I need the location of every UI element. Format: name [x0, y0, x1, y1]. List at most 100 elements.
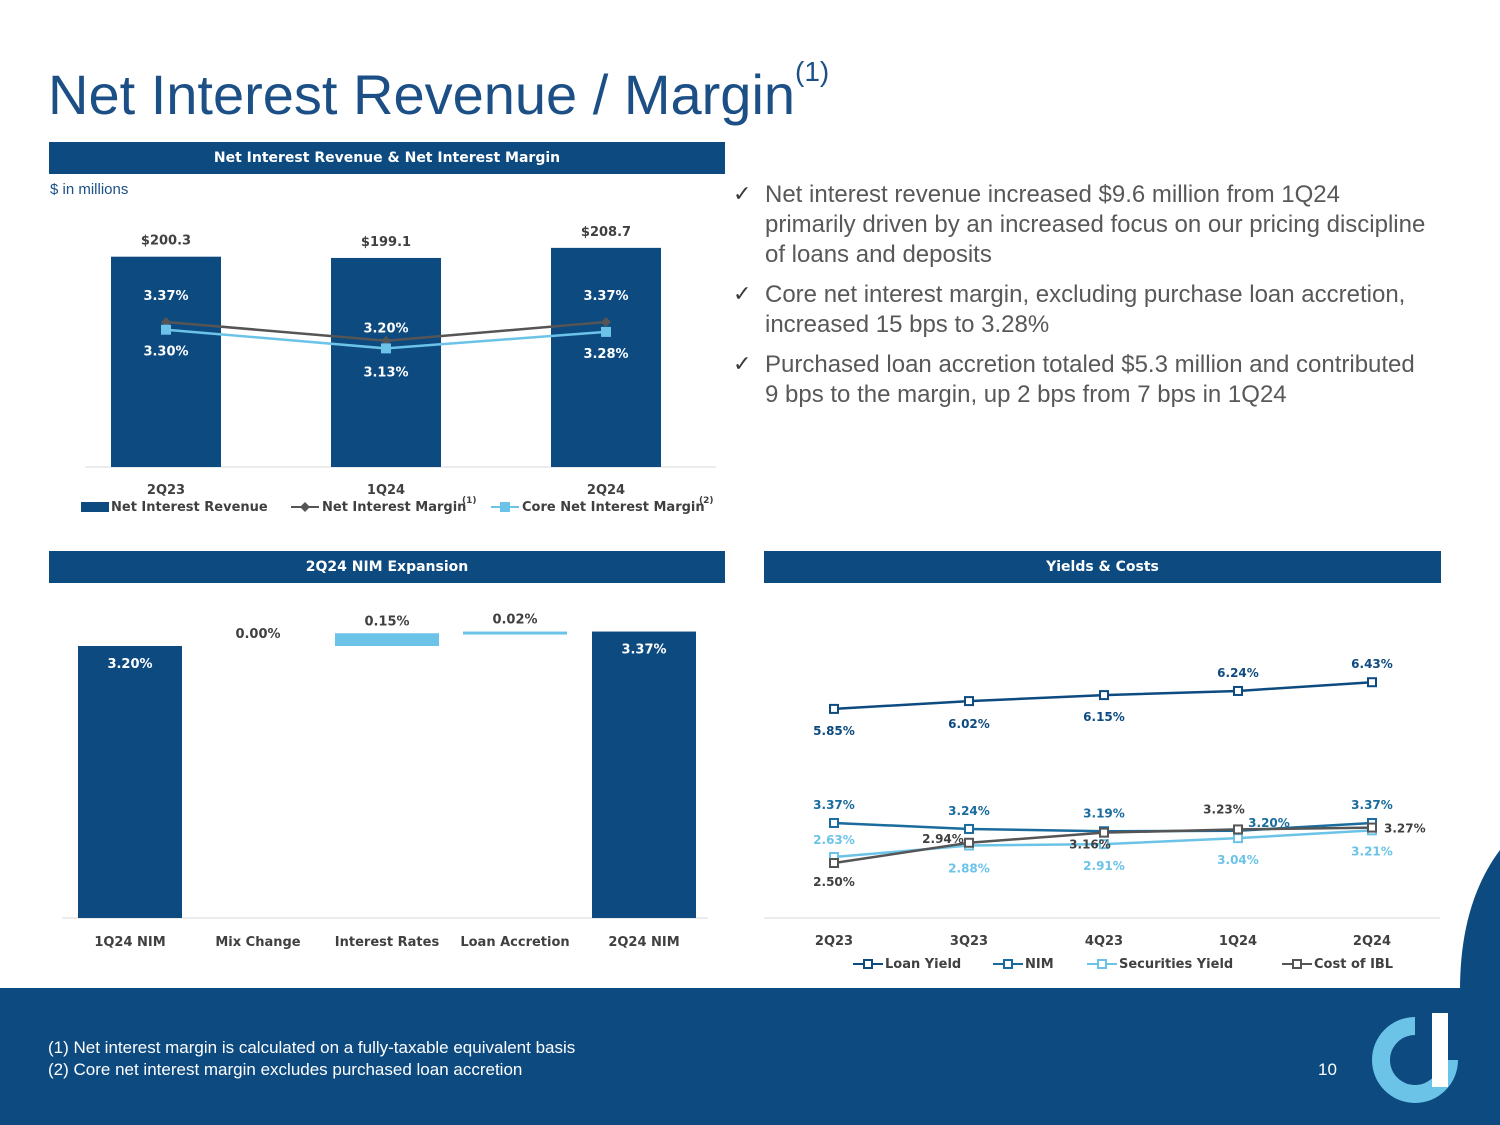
yield-data-label: 3.24% — [948, 804, 990, 818]
bullet-text: Purchased loan accretion totaled $5.3 mi… — [765, 351, 1415, 408]
x-tick-label: 3Q23 — [950, 934, 988, 949]
x-tick-label: 4Q23 — [1085, 934, 1123, 949]
core-nim-data-label: 3.13% — [363, 365, 408, 380]
x-tick-label: 1Q24 — [367, 483, 405, 498]
revenue-margin-header: Net Interest Revenue & Net Interest Marg… — [49, 142, 725, 174]
nim-data-label: 3.37% — [583, 289, 628, 304]
footnote-1: (1) Net interest margin is calculated on… — [48, 1038, 576, 1057]
yield-data-label: 3.19% — [1083, 806, 1125, 820]
waterfall-data-label: 0.00% — [235, 627, 280, 642]
bullet-item: ✓ Purchased loan accretion totaled $5.3 m… — [733, 350, 1433, 410]
nim-data-label: 3.37% — [143, 289, 188, 304]
nim-point — [601, 317, 611, 327]
yield-data-label: 2.91% — [1083, 859, 1125, 873]
revenue-data-label: $208.7 — [581, 225, 631, 240]
core-nim-point — [381, 343, 391, 354]
yield-data-label: 3.04% — [1217, 853, 1259, 867]
legend-swatch-marker — [1003, 959, 1013, 969]
check-icon: ✓ — [733, 182, 752, 207]
x-tick-label: 2Q23 — [147, 483, 185, 498]
yields-costs-chart: 5.85% 6.02% 6.15% 6.24% 6.43% 3.37% 3.24% 3.19%… — [764, 657, 1440, 972]
x-tick-label: 2Q23 — [815, 934, 853, 949]
revenue-data-label: $200.3 — [141, 234, 191, 249]
yield-point — [1367, 822, 1377, 833]
title-footnote-marker: (1) — [795, 56, 830, 87]
legend-footnote-core-nim: (2) — [699, 496, 714, 506]
bullet-text: Core net interest margin, excluding purc… — [765, 281, 1406, 338]
legend-marker-nim — [300, 502, 310, 512]
revenue-bar — [551, 247, 661, 467]
yield-point — [1367, 677, 1377, 688]
yield-data-label: 3.27% — [1384, 822, 1426, 836]
legend-swatch-revenue — [81, 502, 109, 512]
waterfall-delta-bar — [463, 631, 567, 635]
legend-swatch-marker — [1097, 959, 1107, 969]
legend-label-core-nim: Core Net Interest Margin — [522, 500, 705, 515]
yield-point — [829, 703, 839, 714]
yield-point — [964, 823, 974, 834]
yield-data-label: 3.21% — [1351, 844, 1393, 858]
yield-data-label: 6.43% — [1351, 657, 1393, 671]
core-nim-data-label: 3.28% — [583, 347, 628, 362]
corner-accent-shape — [1460, 850, 1500, 1090]
x-tick-label: 2Q24 — [587, 483, 625, 498]
legend-label-revenue: Net Interest Revenue — [111, 500, 268, 515]
x-tick-label: 1Q24 — [1219, 934, 1257, 949]
nim-point — [161, 317, 171, 327]
yield-point — [964, 837, 974, 848]
yield-data-label: 3.20% — [1248, 816, 1290, 830]
key-points-list: ✓ Net interest revenue increased $9.6 mil… — [733, 180, 1433, 420]
x-tick-label: 2Q24 NIM — [608, 935, 679, 950]
legend-label: Securities Yield — [1119, 957, 1233, 972]
yield-data-label: 2.88% — [948, 862, 990, 876]
legend-swatch-marker — [1292, 959, 1302, 969]
legend-label: Loan Yield — [885, 957, 961, 972]
revenue-bar — [111, 256, 221, 467]
check-icon: ✓ — [733, 282, 752, 307]
yield-data-label: 2.94% — [922, 832, 964, 846]
core-nim-point — [601, 326, 611, 337]
bullet-text: Net interest revenue increased $9.6 mill… — [765, 181, 1426, 268]
yield-point — [964, 696, 974, 707]
legend-marker-core-nim — [500, 502, 510, 512]
footnote-2: (2) Core net interest margin excludes pu… — [48, 1060, 523, 1079]
yield-point — [1099, 690, 1109, 701]
yield-point — [1233, 833, 1243, 844]
legend-swatch-marker — [863, 959, 873, 969]
yield-data-label: 2.50% — [813, 875, 855, 889]
x-tick-label: 2Q24 — [1353, 934, 1391, 949]
core-nim-data-label: 3.30% — [143, 345, 188, 360]
nim-point — [381, 335, 391, 346]
revenue-margin-chart: $200.3 2Q23 $199.1 1Q24 $208.7 2Q24 3.37% 3.20%… — [81, 225, 716, 515]
yield-data-label: 6.15% — [1083, 710, 1125, 724]
x-tick-label: Mix Change — [215, 935, 300, 950]
x-tick-label: 1Q24 NIM — [94, 935, 165, 950]
bullet-item: ✓ Core net interest margin, excluding pur… — [733, 280, 1433, 340]
legend-label-nim: Net Interest Margin — [322, 500, 466, 515]
revenue-bar — [331, 257, 441, 467]
bullet-item: ✓ Net interest revenue increased $9.6 mil… — [733, 180, 1433, 270]
yield-point — [829, 858, 839, 868]
legend-footnote-nim: (1) — [462, 496, 477, 506]
waterfall-data-label: 0.15% — [364, 614, 409, 629]
waterfall-total-bar — [592, 631, 696, 918]
yield-point — [1233, 824, 1243, 835]
waterfall-data-label: 0.02% — [492, 613, 537, 628]
yields-costs-header: Yields & Costs — [764, 551, 1441, 583]
page-title: Net Interest Revenue / Margin(1) — [48, 56, 830, 126]
footer-band — [0, 988, 1500, 1125]
nim-data-label: 3.20% — [363, 322, 408, 337]
revenue-data-label: $199.1 — [361, 235, 411, 250]
waterfall-data-label: 3.20% — [107, 657, 152, 672]
yield-data-label: 6.24% — [1217, 666, 1259, 680]
yield-data-label: 2.63% — [813, 833, 855, 847]
waterfall-total-bar — [78, 646, 182, 918]
yield-data-label: 5.85% — [813, 724, 855, 738]
yield-data-label: 3.37% — [1351, 798, 1393, 812]
check-icon: ✓ — [733, 352, 752, 377]
yield-data-label: 3.37% — [813, 798, 855, 812]
waterfall-data-label: 3.37% — [621, 643, 666, 658]
units-label: $ in millions — [50, 181, 129, 198]
yield-point — [1099, 827, 1109, 838]
yield-data-label: 3.23% — [1203, 802, 1245, 816]
